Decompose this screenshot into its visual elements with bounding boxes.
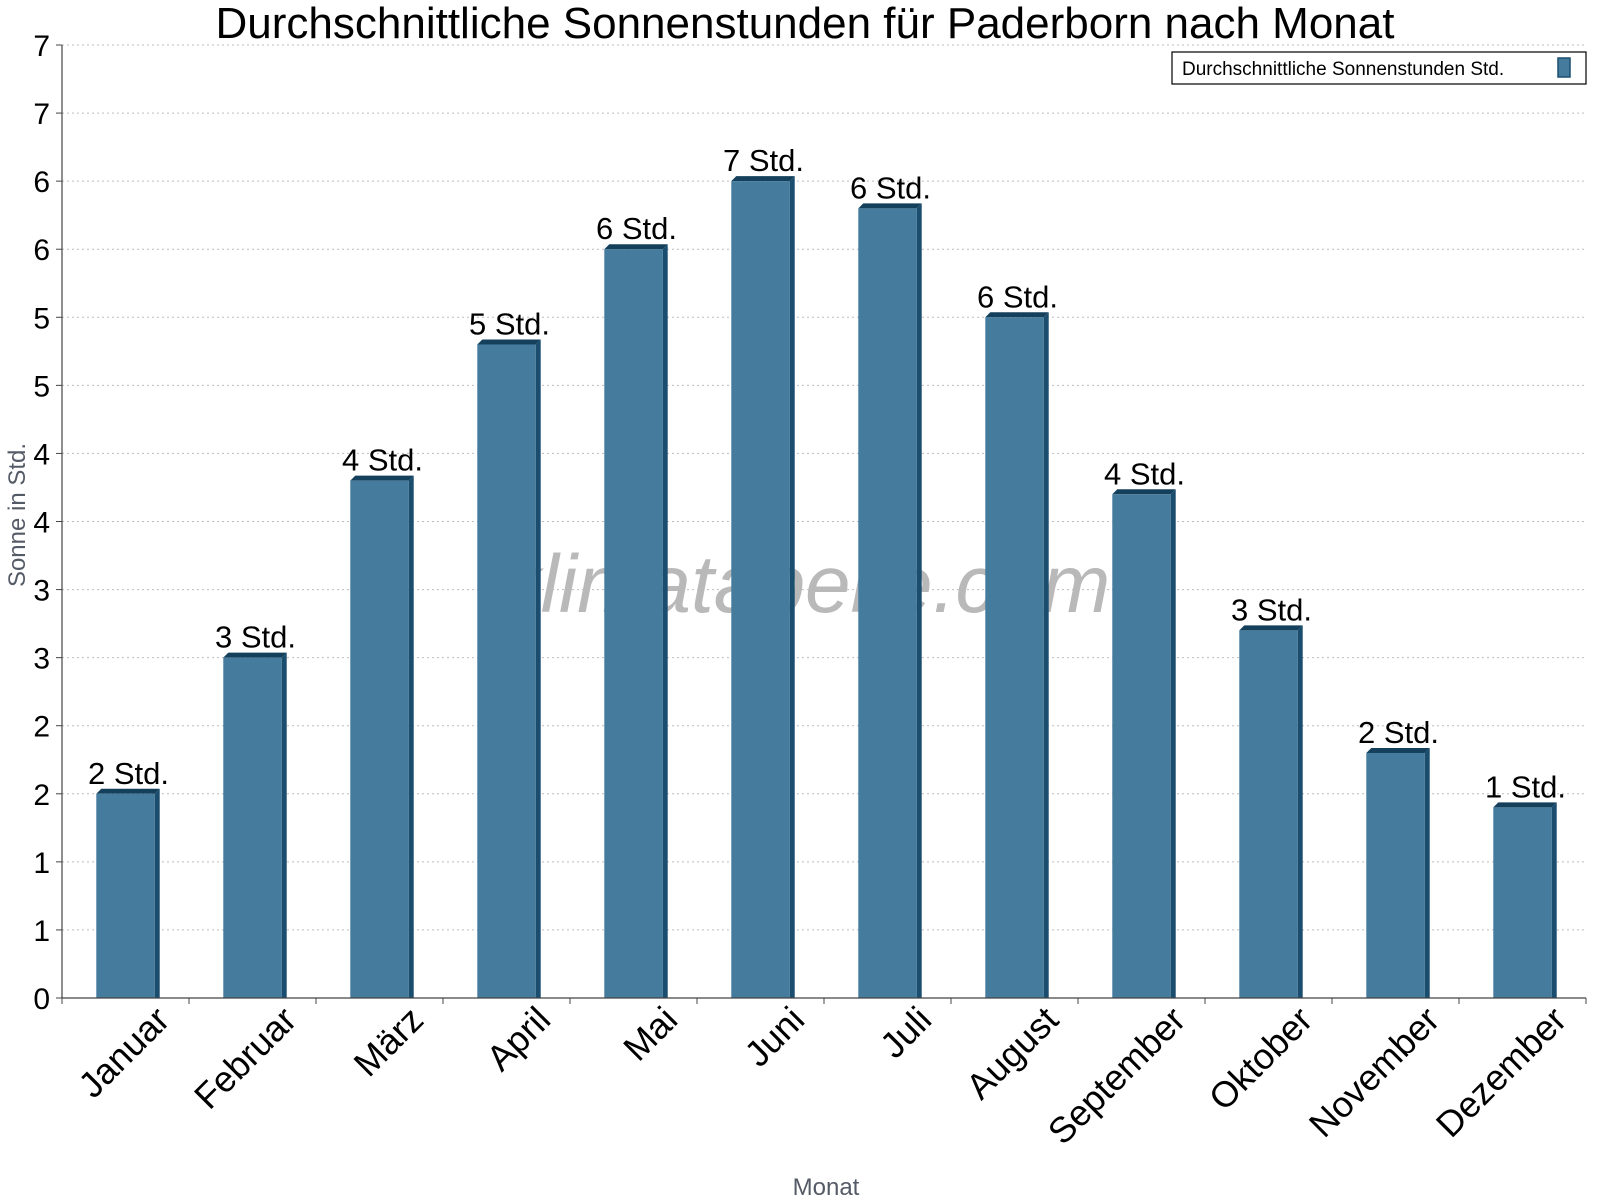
legend: Durchschnittliche Sonnenstunden Std. xyxy=(1171,51,1587,85)
bar-face xyxy=(350,480,409,999)
x-axis-label: Monat xyxy=(793,1174,860,1200)
x-tick-label: Juni xyxy=(736,999,812,1075)
y-tick-label: 0 xyxy=(33,983,50,1016)
grid-lines xyxy=(62,44,1586,931)
bar-top xyxy=(96,788,160,794)
bar-face xyxy=(477,344,536,998)
bar-side xyxy=(1170,489,1176,998)
bar-face xyxy=(858,208,917,998)
bar-value-label: 6 Std. xyxy=(850,170,931,205)
bar-face xyxy=(1112,494,1171,998)
bar-face xyxy=(1239,630,1298,998)
bar: 6 Std. xyxy=(850,170,931,998)
bar-top xyxy=(731,176,795,182)
y-tick-label: 2 xyxy=(33,779,50,812)
bar: 3 Std. xyxy=(1231,592,1312,998)
bar-top xyxy=(1493,802,1557,808)
bar-face xyxy=(1493,807,1552,998)
bar-side xyxy=(1551,802,1557,998)
bar: 3 Std. xyxy=(215,620,296,998)
bar-value-label: 7 Std. xyxy=(723,143,804,178)
legend-label: Durchschnittliche Sonnenstunden Std. xyxy=(1182,59,1504,80)
bar: 7 Std. xyxy=(723,143,804,999)
bar-top xyxy=(858,203,922,209)
bar: 6 Std. xyxy=(596,211,677,998)
x-tick-label: August xyxy=(958,999,1066,1107)
bar-top xyxy=(477,339,541,345)
bar-value-label: 5 Std. xyxy=(469,307,550,342)
bar-value-label: 6 Std. xyxy=(596,211,677,246)
x-tick-label: Mai xyxy=(615,999,685,1069)
y-tick-label: 1 xyxy=(33,915,50,948)
bar-value-label: 2 Std. xyxy=(1358,715,1439,750)
x-tick-label: November xyxy=(1301,999,1447,1145)
bar-side xyxy=(662,244,668,998)
y-tick-label: 3 xyxy=(33,575,50,608)
bar-top xyxy=(985,312,1049,318)
bar-value-label: 3 Std. xyxy=(215,620,296,655)
y-tick-label: 3 xyxy=(33,643,50,676)
x-tick-label: Dezember xyxy=(1428,999,1574,1145)
bar-value-label: 4 Std. xyxy=(1104,456,1185,491)
bar-side xyxy=(1424,747,1430,998)
bar-value-label: 6 Std. xyxy=(977,279,1058,314)
bar-top xyxy=(1112,489,1176,495)
x-tick-label: Oktober xyxy=(1201,999,1321,1119)
bar-side xyxy=(535,339,541,998)
bar-side xyxy=(789,176,795,999)
bar: 6 Std. xyxy=(977,279,1058,998)
bar: 4 Std. xyxy=(1104,456,1185,998)
x-tick-label: September xyxy=(1040,999,1194,1153)
bar-top xyxy=(223,652,287,658)
chart-title: Durchschnittliche Sonnenstunden für Pade… xyxy=(216,0,1395,48)
bar-value-label: 3 Std. xyxy=(1231,592,1312,627)
bar-side xyxy=(408,475,414,999)
bar-side xyxy=(916,203,922,998)
bar-face xyxy=(1366,752,1425,998)
y-tick-label: 5 xyxy=(33,302,50,335)
bar-top xyxy=(1366,747,1430,753)
bar: 2 Std. xyxy=(1358,715,1439,998)
bar-face xyxy=(731,181,790,999)
bar-top xyxy=(1239,625,1303,631)
bar-face xyxy=(223,657,282,998)
bar-side xyxy=(154,788,160,998)
bar-side xyxy=(1297,625,1303,998)
y-axis-ticks: 0 1 1 2 2 3 3 4 4 5 5 6 6 7 7 xyxy=(33,30,62,1016)
y-tick-label: 2 xyxy=(33,711,50,744)
x-axis-ticks: Januar Februar März April Mai Juni Juli AugustS… xyxy=(61,998,1587,1153)
y-tick-label: 5 xyxy=(33,370,50,403)
bar: 5 Std. xyxy=(469,307,550,998)
bar-top xyxy=(350,475,414,481)
y-tick-label: 4 xyxy=(33,438,50,471)
bar-top xyxy=(604,244,668,250)
bar-face xyxy=(604,249,663,998)
bar-face xyxy=(96,793,155,998)
legend-box xyxy=(1171,51,1587,85)
x-tick-label: März xyxy=(346,999,432,1085)
y-tick-label: 1 xyxy=(33,847,50,880)
bar-side xyxy=(281,652,287,998)
x-tick-label: Januar xyxy=(70,999,177,1106)
y-tick-label: 6 xyxy=(33,166,50,199)
x-tick-label: Juli xyxy=(872,999,939,1066)
y-tick-label: 7 xyxy=(33,30,50,63)
y-tick-label: 6 xyxy=(33,234,50,267)
x-tick-label: Februar xyxy=(186,999,304,1117)
bar: 2 Std. xyxy=(88,756,169,998)
bar-value-label: 4 Std. xyxy=(342,443,423,478)
x-tick-label: April xyxy=(478,999,558,1079)
bar: 1 Std. xyxy=(1485,769,1566,998)
y-axis-label: Sonne in Std. xyxy=(4,443,31,587)
bar-value-label: 2 Std. xyxy=(88,756,169,791)
legend-swatch xyxy=(1557,57,1571,78)
y-tick-label: 4 xyxy=(33,507,50,540)
y-tick-label: 7 xyxy=(33,98,50,131)
bars: 2 Std. 3 Std. 4 Std. 5 Std. 6 Std. 7 Std. 6 St… xyxy=(88,143,1566,999)
bar-face xyxy=(985,317,1044,998)
bar-side xyxy=(1043,312,1049,998)
bar: 4 Std. xyxy=(342,443,423,999)
bar-value-label: 1 Std. xyxy=(1485,769,1566,804)
